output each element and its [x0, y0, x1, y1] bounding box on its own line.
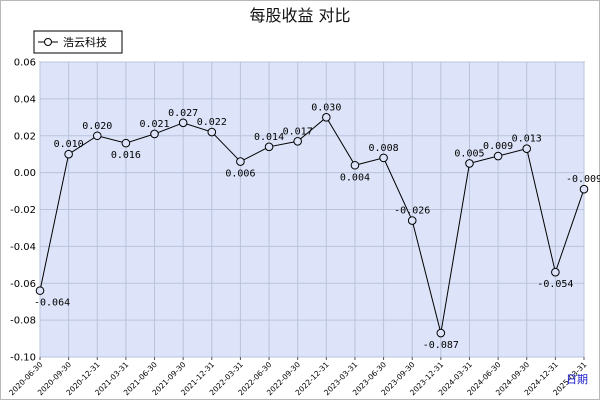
data-point — [236, 157, 245, 166]
data-point — [92, 131, 102, 141]
data-point — [551, 267, 560, 277]
data-label: 0.014 — [254, 132, 284, 143]
data-label: 0.013 — [512, 134, 542, 145]
data-point — [64, 149, 73, 159]
y-tick-label: -0.06 — [10, 279, 36, 290]
series-line — [39, 116, 585, 334]
data-label: 0.020 — [82, 121, 112, 132]
data-label: 0.009 — [483, 141, 513, 152]
data-point — [121, 138, 131, 148]
data-point — [35, 286, 45, 295]
data-label: 0.017 — [283, 126, 313, 137]
data-point — [350, 160, 360, 170]
series-group — [35, 113, 589, 338]
data-point — [322, 113, 331, 122]
gridlines — [39, 61, 585, 358]
y-tick-label: -0.10 — [10, 353, 36, 364]
chart-title: 每股收益 对比 — [249, 6, 350, 25]
data-point — [207, 127, 217, 137]
y-tick-label: -0.02 — [10, 205, 36, 216]
x-axis-label: 日期 — [566, 373, 588, 386]
data-label: 0.021 — [139, 119, 169, 130]
data-label: 0.022 — [197, 117, 227, 128]
data-label: -0.087 — [423, 340, 459, 351]
data-label: 0.030 — [311, 102, 341, 113]
y-tick-label: 0.02 — [14, 131, 36, 142]
legend-label: 浩云科技 — [63, 35, 107, 49]
y-tick-label: 0.04 — [14, 94, 36, 105]
data-point — [379, 153, 388, 163]
legend: 浩云科技 — [33, 30, 123, 54]
y-tick-label: 0.06 — [14, 58, 36, 69]
data-label: -0.026 — [394, 206, 430, 217]
data-point — [178, 118, 188, 128]
y-tick-label: -0.04 — [10, 242, 36, 253]
data-label: -0.054 — [537, 279, 573, 290]
y-axis: 0.06 0.04 0.02 0.00 -0.02 -0.04 -0.06 -0.08 -0.1… — [10, 58, 36, 364]
y-tick-label: 0.00 — [14, 168, 36, 179]
data-label: 0.008 — [369, 143, 399, 154]
data-point — [407, 216, 417, 225]
data-label: 0.016 — [111, 150, 141, 161]
data-label: 0.027 — [168, 108, 198, 119]
y-tick-label: -0.08 — [10, 316, 36, 327]
data-point — [522, 144, 532, 153]
legend-box — [33, 30, 123, 54]
data-point — [264, 142, 274, 152]
x-axis: 2020-06-302020-09-302020-12-312021-03-31… — [7, 357, 589, 397]
data-label: -0.064 — [34, 298, 70, 309]
data-label: 0.010 — [54, 139, 84, 150]
data-label: 0.004 — [340, 172, 370, 183]
data-point — [465, 159, 474, 168]
data-point — [493, 151, 503, 161]
data-label: -0.009 — [566, 174, 600, 185]
data-point — [293, 136, 302, 146]
legend-marker — [44, 38, 52, 46]
data-label: 0.006 — [225, 169, 255, 180]
data-label: 0.005 — [454, 148, 484, 159]
data-point — [579, 184, 589, 194]
data-point — [436, 328, 446, 338]
data-point — [150, 129, 159, 139]
